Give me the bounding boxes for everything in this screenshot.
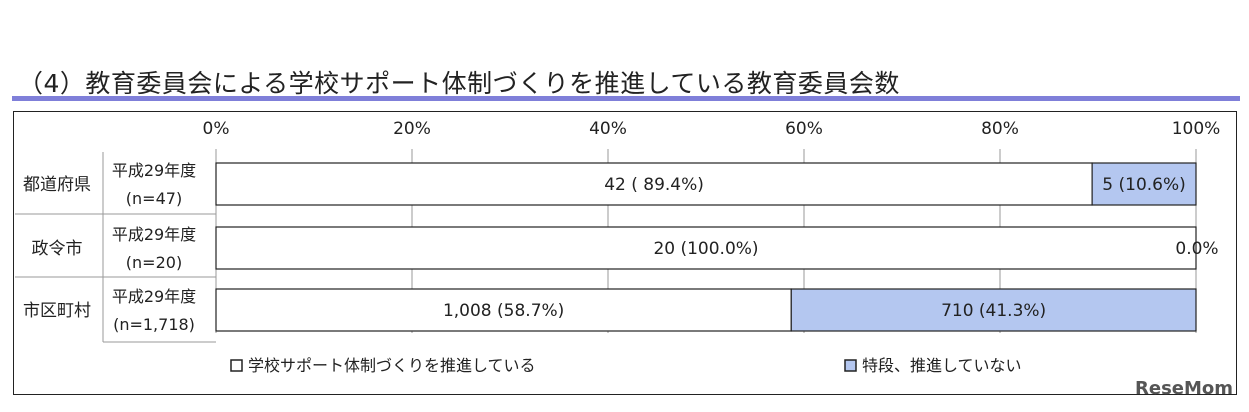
category-label-table: 都道府県平成29年度(n=47)政令市平成29年度(n=20)市区町村平成29年… (15, 152, 216, 343)
category-label: 市区町村 (23, 301, 91, 321)
data-label: 1,008 (58.7%) (443, 301, 564, 321)
category-n-label: (n=20) (126, 253, 182, 272)
category-n-label: (n=47) (126, 189, 182, 208)
category-year-label: 平成29年度 (112, 287, 196, 306)
bar-segment (215, 226, 1197, 270)
x-tick-label: 0% (203, 119, 230, 139)
category-year-label: 平成29年度 (112, 161, 196, 180)
bar-segment (790, 288, 1197, 332)
legend-label: 特段、推進していない (862, 356, 1022, 375)
data-label: 5 (10.6%) (1102, 175, 1186, 195)
bar-segment (1091, 162, 1197, 206)
x-tick-label: 80% (981, 119, 1019, 139)
chart-title: （4）教育委員会による学校サポート体制づくりを推進している教育委員会数 (18, 69, 900, 98)
data-label: 0.0% (1175, 239, 1218, 259)
x-tick-label: 60% (785, 119, 823, 139)
x-tick-label: 20% (393, 119, 431, 139)
category-label: 政令市 (32, 239, 83, 259)
bar-segment (215, 288, 792, 332)
x-tick-label: 40% (589, 119, 627, 139)
watermark-logo: ReseMom (1135, 378, 1233, 399)
data-label: 710 (41.3%) (941, 301, 1046, 321)
tick-layer: 0% 20% 40% 60% 80% 100% (203, 119, 1221, 139)
category-label: 都道府県 (23, 175, 91, 195)
legend-label: 学校サポート体制づくりを推進している (248, 356, 536, 375)
bar-layer: 42 ( 89.4%) 5 (10.6%) 20 (100.0%) 0.0% 1,008… (215, 162, 1219, 332)
data-label: 42 ( 89.4%) (604, 175, 704, 195)
legend-swatch (230, 359, 243, 372)
legend: 学校サポート体制づくりを推進している 特段、推進していない (230, 356, 1022, 375)
title-rule (12, 96, 1240, 101)
category-n-label: (n=1,718) (113, 315, 195, 334)
legend-swatch (844, 359, 857, 372)
x-tick-label: 100% (1172, 119, 1221, 139)
category-year-label: 平成29年度 (112, 225, 196, 244)
chart-frame (13, 111, 1237, 395)
data-label: 20 (100.0%) (653, 239, 758, 259)
